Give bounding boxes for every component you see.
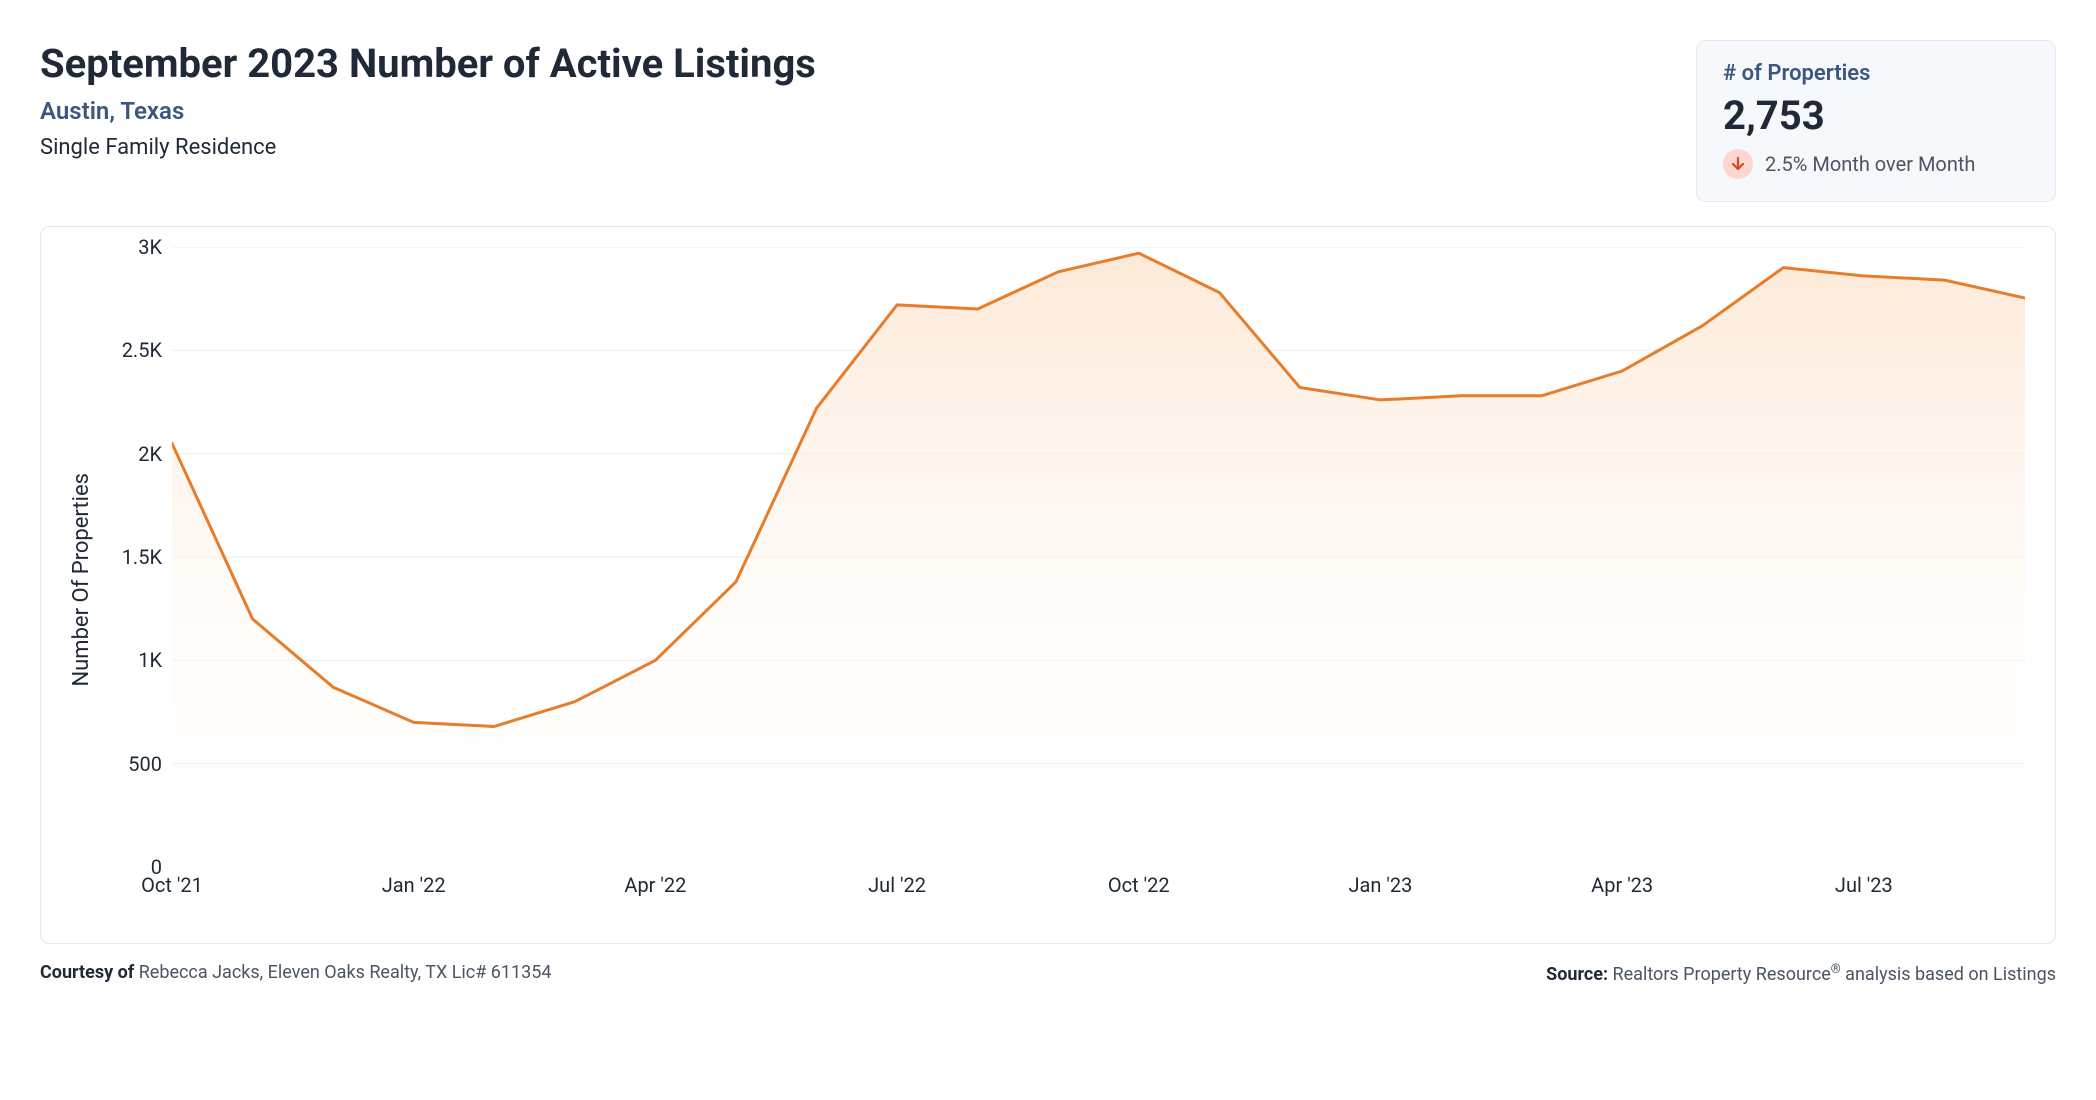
courtesy-text: Courtesy of Rebecca Jacks, Eleven Oaks R… [40, 962, 551, 985]
arrow-down-icon [1723, 149, 1753, 179]
x-axis: Oct '21Jan '22Apr '22Jul '22Oct '22Jan '… [172, 873, 2025, 913]
header: September 2023 Number of Active Listings… [40, 40, 2056, 202]
x-tick-label: Jan '23 [1349, 873, 1413, 897]
x-tick-label: Apr '23 [1591, 873, 1653, 897]
y-axis-title: Number Of Properties [61, 473, 102, 687]
y-tick-label: 500 [128, 752, 162, 776]
x-tick-label: Jul '23 [1835, 873, 1893, 897]
x-tick-label: Oct '21 [141, 873, 203, 897]
courtesy-value: Rebecca Jacks, Eleven Oaks Realty, TX Li… [139, 962, 552, 983]
area-chart [172, 247, 2025, 867]
x-tick-label: Apr '22 [624, 873, 686, 897]
kpi-label: # of Properties [1723, 61, 2029, 86]
chart-card: Number Of Properties 05001K1.5K2K2.5K3K … [40, 226, 2056, 944]
plot-area: 05001K1.5K2K2.5K3K [102, 247, 2035, 867]
source-label: Source: [1546, 964, 1612, 985]
kpi-card: # of Properties 2,753 2.5% Month over Mo… [1696, 40, 2056, 202]
y-tick-label: 2.5K [122, 338, 162, 362]
x-tick-label: Oct '22 [1108, 873, 1170, 897]
courtesy-label: Courtesy of [40, 962, 139, 983]
header-left: September 2023 Number of Active Listings… [40, 40, 816, 160]
kpi-change-text: 2.5% Month over Month [1765, 152, 1975, 176]
property-type-subtitle: Single Family Residence [40, 135, 816, 160]
kpi-value: 2,753 [1723, 92, 2029, 139]
source-value-post: analysis based on Listings [1841, 964, 2056, 985]
y-tick-label: 1K [138, 648, 162, 672]
registered-mark: ® [1831, 962, 1841, 977]
source-text: Source: Realtors Property Resource® anal… [1546, 962, 2056, 985]
x-tick-label: Jul '22 [868, 873, 926, 897]
page-title: September 2023 Number of Active Listings [40, 40, 816, 87]
y-tick-label: 1.5K [122, 545, 162, 569]
kpi-change: 2.5% Month over Month [1723, 149, 2029, 179]
x-tick-label: Jan '22 [382, 873, 446, 897]
y-tick-label: 2K [138, 442, 162, 466]
location-subtitle: Austin, Texas [40, 97, 816, 125]
footer: Courtesy of Rebecca Jacks, Eleven Oaks R… [40, 962, 2056, 985]
source-value-pre: Realtors Property Resource [1613, 964, 1831, 985]
y-tick-label: 3K [138, 235, 162, 259]
